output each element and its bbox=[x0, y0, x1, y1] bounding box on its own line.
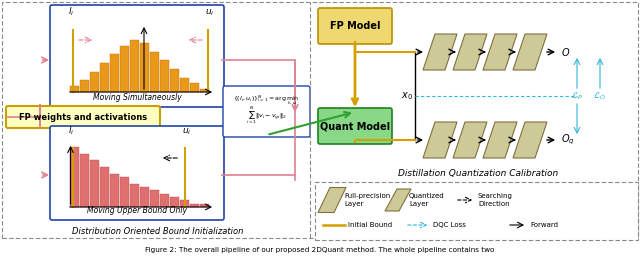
Text: $x_0$: $x_0$ bbox=[401, 90, 413, 102]
FancyBboxPatch shape bbox=[50, 5, 224, 107]
Polygon shape bbox=[385, 189, 411, 211]
Bar bbox=[200, 204, 209, 207]
Bar bbox=[110, 174, 119, 207]
Bar bbox=[130, 40, 139, 92]
Bar bbox=[120, 46, 129, 92]
Bar bbox=[170, 69, 179, 92]
Polygon shape bbox=[423, 34, 457, 70]
Bar bbox=[70, 86, 79, 92]
Bar bbox=[80, 154, 89, 207]
Bar bbox=[315, 182, 638, 240]
Bar bbox=[90, 160, 99, 207]
Bar bbox=[110, 54, 119, 92]
Text: DQC Loss: DQC Loss bbox=[433, 222, 466, 228]
Text: $O_q$: $O_q$ bbox=[561, 133, 575, 147]
Text: $u_i$: $u_i$ bbox=[182, 126, 192, 137]
Text: $O$: $O$ bbox=[561, 46, 570, 58]
Polygon shape bbox=[483, 34, 517, 70]
FancyBboxPatch shape bbox=[6, 106, 160, 128]
Bar bbox=[70, 147, 79, 207]
Text: $\{(l_i, u_i)\}_{i=1}^N = \arg\min_{l_i, u_i}$: $\{(l_i, u_i)\}_{i=1}^N = \arg\min_{l_i,… bbox=[234, 93, 300, 107]
Text: FP weights and activations: FP weights and activations bbox=[19, 112, 147, 121]
Text: $\mathcal{L}_O$: $\mathcal{L}_O$ bbox=[593, 90, 607, 102]
Polygon shape bbox=[513, 34, 547, 70]
Bar bbox=[140, 187, 149, 207]
Bar bbox=[190, 83, 199, 92]
Bar bbox=[100, 167, 109, 207]
Polygon shape bbox=[483, 122, 517, 158]
Polygon shape bbox=[318, 188, 346, 212]
Polygon shape bbox=[423, 122, 457, 158]
Bar bbox=[160, 60, 169, 92]
FancyBboxPatch shape bbox=[318, 108, 392, 144]
Text: $u_i$: $u_i$ bbox=[205, 8, 214, 18]
Bar bbox=[150, 52, 159, 92]
Bar bbox=[120, 177, 129, 207]
Polygon shape bbox=[453, 34, 487, 70]
Text: Distillation Quantization Calibration: Distillation Quantization Calibration bbox=[398, 169, 558, 178]
Polygon shape bbox=[513, 122, 547, 158]
Text: $l_i$: $l_i$ bbox=[68, 5, 74, 18]
Bar bbox=[130, 184, 139, 207]
Text: Full-precision
Layer: Full-precision Layer bbox=[344, 193, 390, 207]
FancyBboxPatch shape bbox=[50, 126, 224, 220]
Bar bbox=[150, 190, 159, 207]
Text: $\sum_{i=1}^{N} \|v_i - v_{qi}\|_2$: $\sum_{i=1}^{N} \|v_i - v_{qi}\|_2$ bbox=[246, 106, 287, 126]
Text: FP Model: FP Model bbox=[330, 21, 380, 31]
Bar bbox=[180, 77, 189, 92]
Text: Quantized
Layer: Quantized Layer bbox=[409, 193, 445, 207]
FancyBboxPatch shape bbox=[223, 86, 310, 137]
Bar bbox=[160, 194, 169, 207]
Bar bbox=[80, 81, 89, 92]
Text: Searching
Direction: Searching Direction bbox=[478, 193, 513, 207]
Bar bbox=[200, 89, 209, 92]
Bar bbox=[90, 72, 99, 92]
Text: Moving Simultaneously: Moving Simultaneously bbox=[93, 93, 181, 102]
Polygon shape bbox=[453, 122, 487, 158]
Text: Forward: Forward bbox=[530, 222, 558, 228]
Text: Distribution Oriented Bound Initialization: Distribution Oriented Bound Initializati… bbox=[72, 227, 244, 236]
Bar bbox=[140, 43, 149, 92]
Bar bbox=[190, 204, 199, 207]
Text: $l_i$: $l_i$ bbox=[68, 125, 74, 137]
Text: Moving Upper Bound Only: Moving Upper Bound Only bbox=[87, 206, 187, 215]
Text: $\mathcal{L}_P$: $\mathcal{L}_P$ bbox=[571, 90, 583, 102]
Bar bbox=[170, 197, 179, 207]
Text: Figure 2: The overall pipeline of our proposed 2DQuant method. The whole pipelin: Figure 2: The overall pipeline of our pr… bbox=[145, 247, 495, 253]
Bar bbox=[100, 63, 109, 92]
FancyBboxPatch shape bbox=[318, 8, 392, 44]
Bar bbox=[180, 200, 189, 207]
Text: Initial Bound: Initial Bound bbox=[348, 222, 392, 228]
Text: Quant Model: Quant Model bbox=[320, 121, 390, 131]
